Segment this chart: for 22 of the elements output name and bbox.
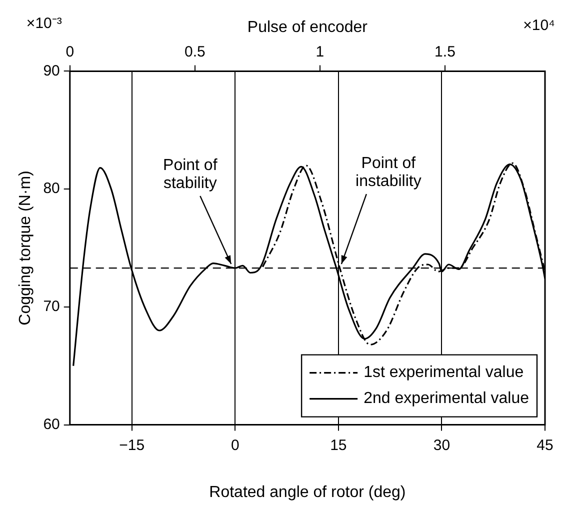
x-tick-label: 15 <box>330 436 347 454</box>
annotation: Point of stability <box>163 157 218 192</box>
y-tick-label: 70 <box>43 298 60 316</box>
y-tick-label: 60 <box>43 416 60 433</box>
x2-tick-label: 0 <box>66 43 74 60</box>
x-axis-title: Rotated angle of rotor (deg) <box>209 484 406 501</box>
x-tick-label: 30 <box>433 436 450 454</box>
x2-tick-label: 1.5 <box>434 43 456 60</box>
x2-tick-label: 1 <box>316 43 324 60</box>
y-axis-title: Cogging torque (N·m) <box>17 170 34 326</box>
y-tick-label: 90 <box>43 62 60 80</box>
text: ×10⁴ <box>523 17 555 34</box>
annotation: Point of instability <box>356 155 422 190</box>
x-tick-label: −15 <box>119 436 145 454</box>
x-tick-label: 0 <box>230 436 240 454</box>
y-tick-label: 80 <box>43 180 60 198</box>
x-tick-label: 45 <box>536 436 554 454</box>
legend-label: 1st experimental value <box>364 364 524 382</box>
x2-tick-label: 0.5 <box>184 43 206 60</box>
x2-axis-title: Pulse of encoder <box>247 19 368 36</box>
text: ×10⁻³ <box>26 15 62 32</box>
legend-label: 2nd experimental value <box>364 390 530 408</box>
